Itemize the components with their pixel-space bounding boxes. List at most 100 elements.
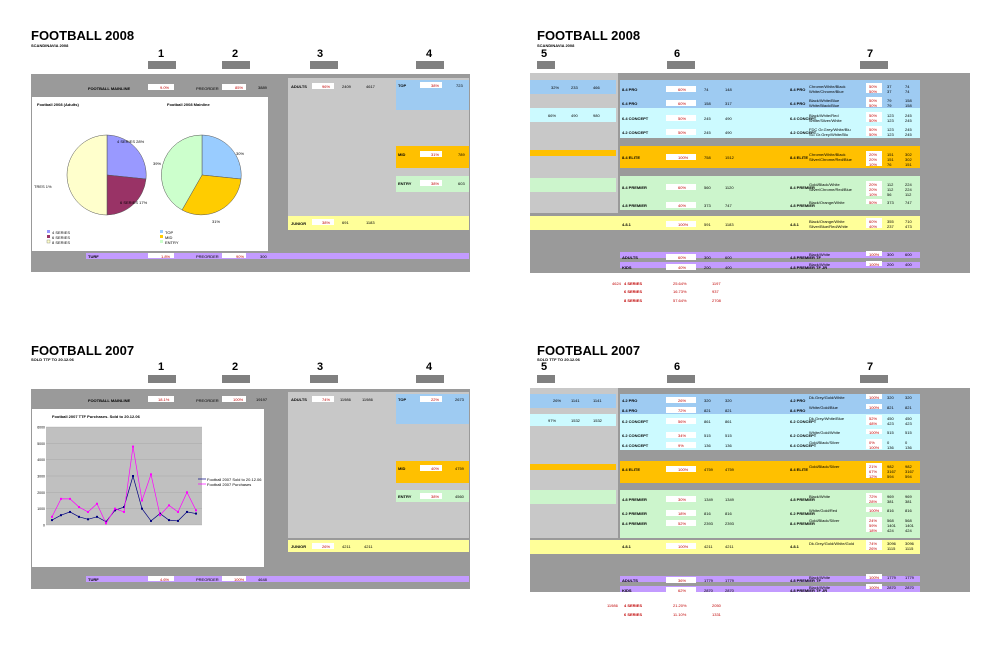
q4-row-split-v: 450	[887, 416, 894, 421]
q2-row-split-w: 473	[905, 224, 912, 229]
q4-row-split-v: 1115	[887, 546, 896, 551]
legend2-item-2: MID	[165, 235, 173, 240]
q4-row-color-1: Gold/Black/Silver	[809, 464, 840, 469]
q3-series-purchases-point	[105, 522, 107, 525]
q2-summary-total: 4624	[612, 281, 621, 286]
q1-mid-pct: 31%	[431, 152, 440, 157]
q2-row-pct: 50%	[678, 130, 687, 135]
q4-row-model: 4.8 PREMIER	[790, 497, 815, 502]
q2-left-pct-1: 32%	[551, 85, 560, 90]
q4-row-split-w: 515	[905, 430, 912, 435]
q3-series-purchases-point	[51, 515, 53, 518]
q4-summary-total: 11986	[607, 603, 618, 608]
q4-row-model: 8.4 PREMIER	[790, 521, 815, 526]
q3-entry-val: 4560	[455, 494, 464, 499]
q1-tag-2	[222, 61, 250, 69]
q3-entry-pct: 38%	[431, 494, 440, 499]
q1-chart1-title: Football 2008 (Adults)	[37, 102, 79, 107]
q4-row-split-v: 423	[887, 421, 894, 426]
q1-tag-3	[310, 61, 338, 69]
q2-summary-v-2: 937	[712, 289, 719, 294]
q3-series-sold-point	[168, 519, 170, 522]
q2-row-split-pct: 50%	[869, 84, 878, 89]
q4-row-pct: 18%	[678, 511, 687, 516]
q1-chart2-title: Football 2008 Mainline	[167, 102, 210, 107]
q4-summary-pct-1: 21.20%	[673, 603, 687, 608]
q2-row-b: 148	[725, 87, 732, 92]
q4-left-b-1: 1141	[593, 398, 602, 403]
q4-summary-k-1: 4 SERIES	[624, 603, 643, 608]
q1-subtitle: SCANDINAVIA 2008	[31, 43, 69, 48]
q2-row-split-v: 56	[887, 192, 892, 197]
q4-row-split-pct: 67%	[869, 469, 878, 474]
q4-row-a: 1349	[704, 497, 713, 502]
q2-row-split-v: 37	[887, 84, 892, 89]
q4-row-a: 4759	[704, 467, 713, 472]
q3-series-purchases-point	[78, 506, 80, 509]
q1-entry-val: 603	[458, 181, 465, 186]
q4-row-color-1: Gold/Black/Silver	[809, 518, 840, 523]
q2-row-b: 490	[725, 130, 732, 135]
q2-row-split-pct: 20%	[869, 187, 878, 192]
q2-row-color-1: FDC Gr.Grey/White/Blu	[809, 127, 851, 132]
q3-junior-pct: 26%	[322, 544, 331, 549]
q4-row-split-w: 423	[905, 421, 912, 426]
q2-row-split-pct: 100%	[869, 252, 880, 257]
q4-row-pct: 100%	[678, 467, 689, 472]
q3-mid-pct: 40%	[431, 466, 440, 471]
q2-row-pct: 40%	[678, 265, 687, 270]
q2-row-model: 8.4 PREMIER	[790, 185, 815, 190]
q2-row-model: 8.4 ELITE	[790, 155, 809, 160]
q4-row-pct: 52%	[678, 521, 687, 526]
q2-row-b: 600	[725, 255, 732, 260]
q4-row-model: 6.2 CONCEPT	[790, 433, 817, 438]
q4-row-split-w: 320	[905, 395, 912, 400]
q2-col-7: 7	[867, 48, 874, 60]
q4-row-split-w: 3096	[905, 541, 914, 546]
q3-series-purchases-point	[195, 509, 197, 512]
q4-row-model: 4.8.1	[790, 544, 799, 549]
q2-row-split-pct: 20%	[869, 182, 878, 187]
q2-col-6: 6	[674, 48, 681, 60]
q2-row-split-pct: 20%	[869, 152, 878, 157]
q4-row-split-pct: 48%	[869, 421, 878, 426]
q4-row-b: 821	[725, 408, 732, 413]
q1-mainline: FOOTBALL MAINLINE	[88, 86, 131, 91]
q2-row-b: 1183	[725, 222, 734, 227]
q3-series-purchases-point	[69, 497, 71, 500]
q2-row-color-1: Black/White/Blue	[809, 98, 840, 103]
q3-series-sold-point	[159, 512, 161, 515]
q3-top-val: 2673	[455, 397, 464, 402]
q2-row-color-2: Silver/Chrome/Red/Blue	[809, 157, 852, 162]
q2-row-color-1: Chrome/White/Black	[809, 84, 846, 89]
q1-turf-val: 300	[260, 254, 267, 259]
q1-mid: MID	[398, 152, 406, 157]
q1-top-val: 723	[456, 83, 463, 88]
q2-row-split-w: 224	[905, 187, 912, 192]
q2-row-split-v: 112	[887, 182, 894, 187]
q3-entry: ENTRY	[398, 494, 412, 499]
q2-row-split-w: 224	[905, 182, 912, 187]
q4-row-color-1: Gold/Black/Silver	[809, 440, 840, 445]
pie1-slice-8series	[66, 134, 108, 216]
q3-legend-2: Football 2007 Purchases	[207, 482, 252, 487]
q1-turf-preorder: PREORDER	[196, 254, 219, 259]
q4-row-a: 816	[704, 511, 711, 516]
q4-row-model: 6.2 PREMIER	[790, 511, 815, 516]
q2-row-split-pct: 50%	[869, 127, 878, 132]
q4-col-5: 5	[541, 361, 548, 373]
q2-row-b: 1512	[725, 155, 734, 160]
q1-preorder-pct: 85%	[235, 85, 244, 90]
q2-row-split-w: 400	[905, 262, 912, 267]
q2-summary-k-2: 6 SERIES	[624, 289, 643, 294]
pie1-slice-4series	[106, 134, 147, 180]
q3-turf-pre: 100%	[234, 577, 245, 582]
q2-row-pct: 60%	[678, 255, 687, 260]
q4-row-b: 2393	[725, 521, 734, 526]
q2-row-split-w: 747	[905, 200, 912, 205]
pie1-slice-6series	[106, 174, 147, 216]
q3-series-sold-point	[132, 475, 134, 477]
q3-subtitle: SOLD TTF TO 20.12.06	[31, 357, 74, 362]
q4-row-name: KIDS	[622, 588, 632, 593]
q4-row-name: 8.4 ELITE	[622, 467, 641, 472]
